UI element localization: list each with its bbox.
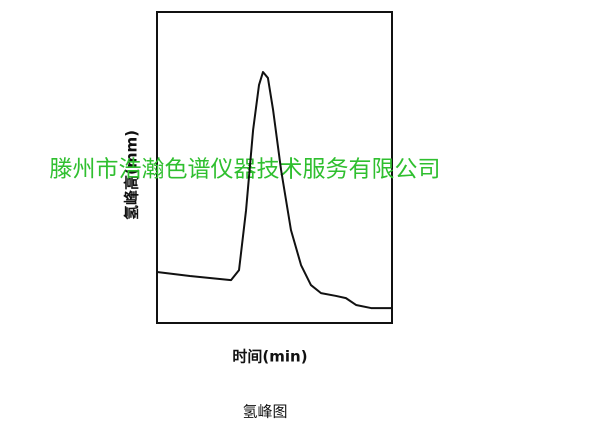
data-line — [156, 71, 392, 310]
x-axis-label: 时间(min) — [232, 348, 307, 366]
y-axis-label: 氢峰高(mm) — [123, 130, 141, 220]
plot-frame — [156, 11, 393, 324]
chart-title: 氢峰图 — [242, 403, 287, 421]
watermark: 滕州市浩瀚色谱仪器技术服务有限公司 — [50, 157, 441, 183]
